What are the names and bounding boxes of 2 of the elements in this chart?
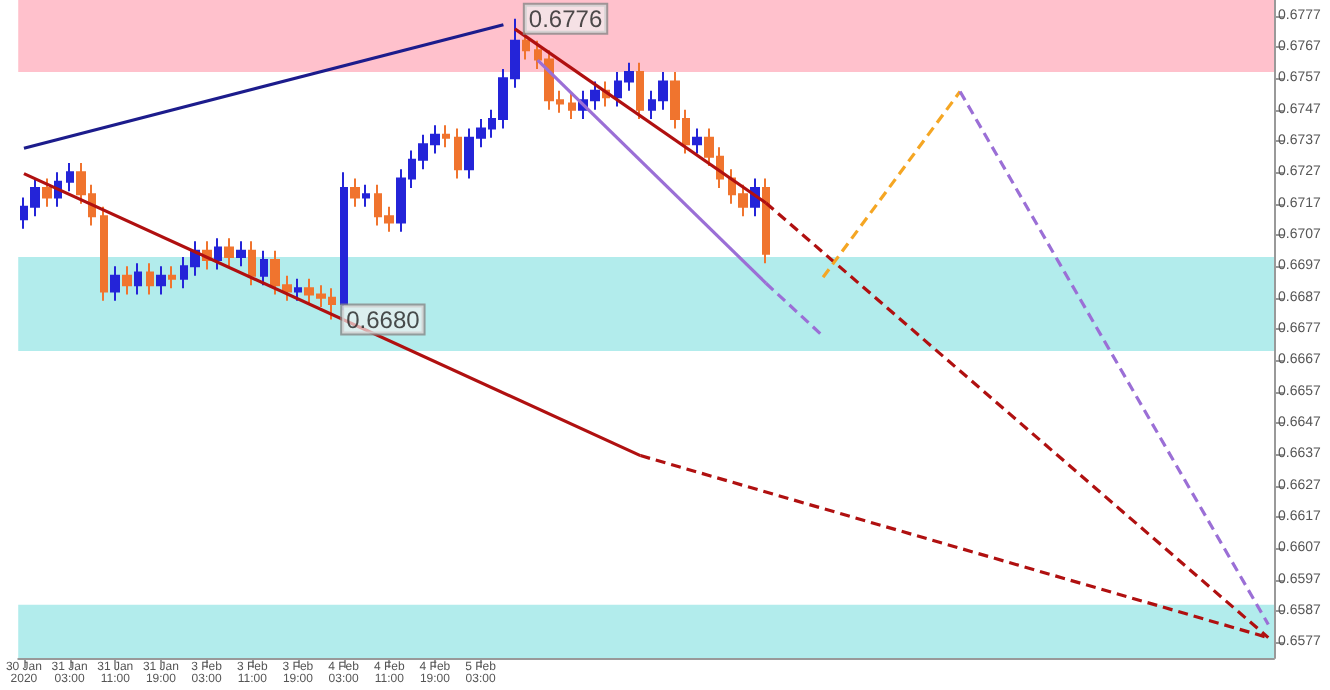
annotation: 0.6776 <box>528 4 603 33</box>
annotation: 0.6680 <box>346 305 421 334</box>
